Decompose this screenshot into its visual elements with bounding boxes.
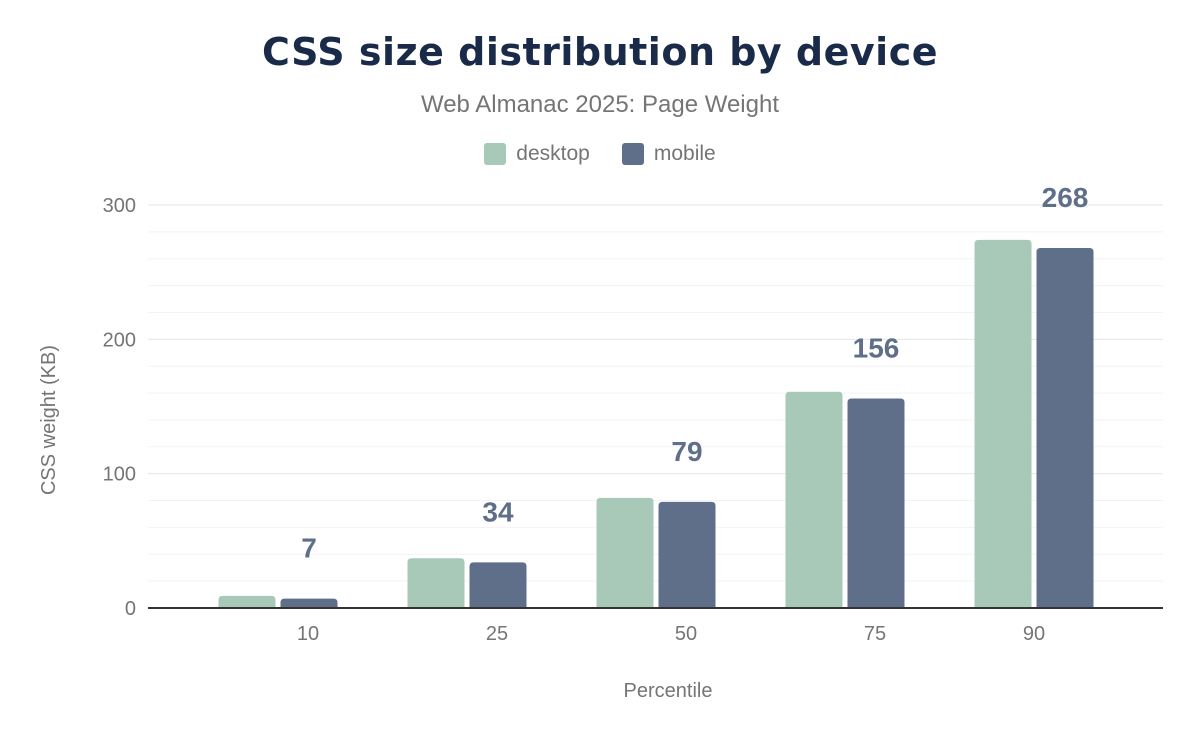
legend-item-desktop[interactable]: desktop — [484, 142, 590, 166]
legend-swatch-mobile — [621, 143, 644, 165]
bar-desktop — [407, 558, 465, 608]
data-label: 268 — [1042, 182, 1089, 213]
bar-mobile — [847, 398, 905, 608]
bar-desktop — [218, 595, 276, 608]
bar-mobile — [280, 598, 338, 608]
y-tick-label: 200 — [103, 329, 136, 351]
data-label: 34 — [482, 496, 514, 527]
y-tick-label: 0 — [125, 598, 136, 620]
bar-mobile — [469, 562, 527, 608]
chart-title: CSS size distribution by device — [262, 30, 938, 74]
chart-subtitle: Web Almanac 2025: Page Weight — [420, 91, 779, 118]
bar-mobile — [1036, 247, 1094, 608]
x-tick-label: 90 — [1023, 623, 1045, 645]
x-tick-label: 25 — [486, 623, 508, 645]
y-tick-label: 300 — [103, 195, 136, 217]
x-tick-label: 75 — [864, 623, 886, 645]
legend-label-mobile: mobile — [653, 142, 716, 165]
bar-mobile — [658, 501, 716, 608]
legend-item-mobile[interactable]: mobile — [621, 142, 716, 166]
data-label: 79 — [671, 436, 702, 467]
data-label: 7 — [301, 533, 317, 564]
x-tick-label: 50 — [675, 623, 697, 645]
data-label: 156 — [853, 332, 900, 363]
y-axis-label: CSS weight (KB) — [38, 345, 60, 495]
legend-swatch-desktop — [484, 143, 507, 165]
legend-label-desktop: desktop — [516, 142, 590, 165]
y-tick-label: 100 — [103, 464, 136, 486]
x-axis-label: Percentile — [624, 680, 713, 702]
bar-desktop — [596, 497, 654, 608]
bar-desktop — [974, 239, 1032, 608]
bar-desktop — [785, 391, 843, 608]
x-tick-label: 10 — [297, 623, 319, 645]
legend: desktop mobile — [0, 142, 1200, 166]
